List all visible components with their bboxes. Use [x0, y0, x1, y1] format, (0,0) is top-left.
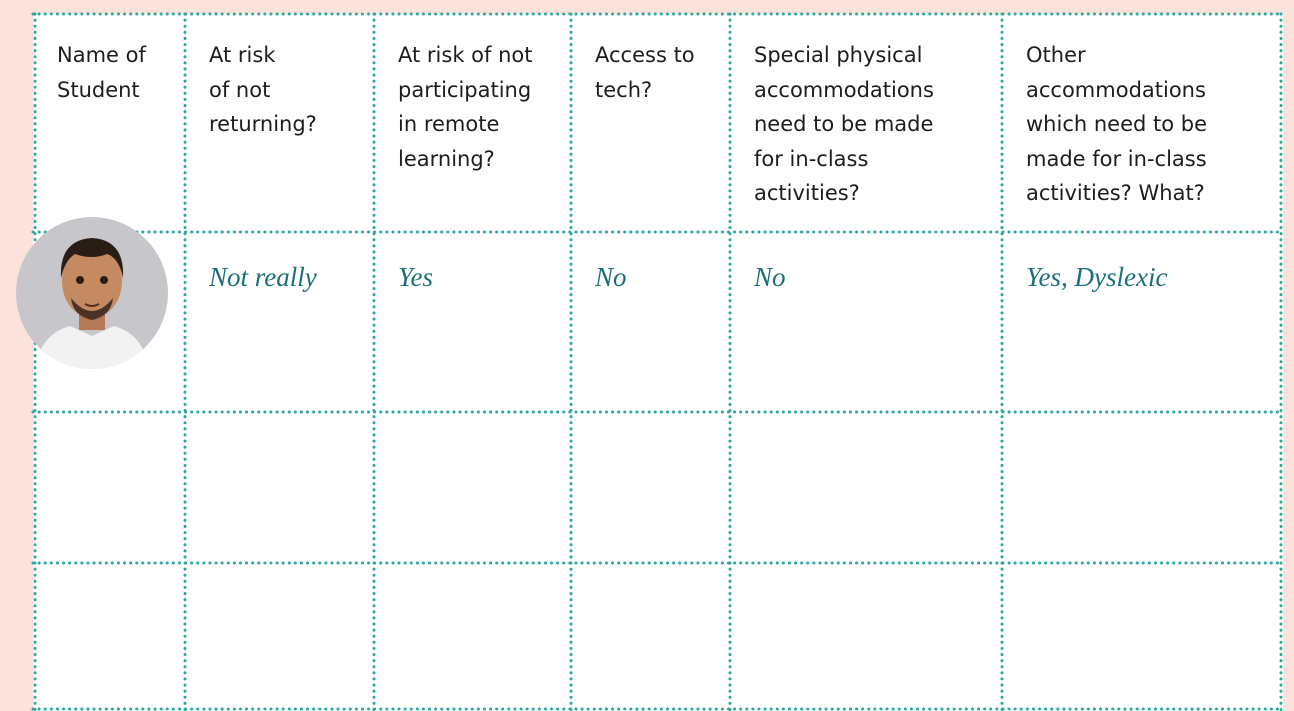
- header-line: Special physical: [754, 43, 923, 67]
- header-line: of not: [209, 77, 271, 102]
- student-avatar: [16, 217, 168, 369]
- header-line: activities?: [754, 181, 860, 205]
- header-line: Name of: [57, 43, 146, 67]
- header-line: At risk of not: [398, 43, 533, 67]
- header-line: accommodations: [1026, 77, 1206, 102]
- header-line: Other: [1026, 43, 1086, 67]
- header-line: participating: [398, 77, 532, 102]
- header-line: Access to: [595, 43, 695, 67]
- header-line: tech?: [595, 77, 653, 102]
- column-header: Special physical accommodations need to be…: [754, 38, 934, 211]
- column-header: Other accommodations which need to be made …: [1026, 38, 1207, 211]
- column-header: Access to tech?: [595, 38, 695, 107]
- cell-text: Yes, Dyslexic: [1026, 262, 1168, 292]
- header-line: accommodations: [754, 77, 934, 102]
- column-header: At risk of not returning?: [209, 38, 317, 142]
- cell-text: No: [595, 262, 627, 292]
- header-line: need to be made: [754, 112, 934, 136]
- table-sheet: [33, 14, 1283, 711]
- header-line: made for in-class: [1026, 146, 1207, 171]
- column-header: Name of Student: [57, 38, 146, 107]
- cell-text: No: [754, 262, 786, 292]
- header-line: which need to be: [1026, 112, 1208, 136]
- header-line: learning?: [398, 146, 495, 171]
- header-line: in remote: [398, 112, 500, 136]
- header-line: activities? What?: [1026, 181, 1205, 205]
- header-line: for in-class: [754, 146, 869, 171]
- cell-text: Not really: [209, 262, 317, 292]
- header-line: Student: [57, 77, 140, 102]
- header-line: returning?: [209, 112, 317, 136]
- column-header: At risk of not participating in remote lear…: [398, 38, 532, 176]
- cell-text: Yes: [398, 262, 434, 292]
- header-line: At risk: [209, 43, 276, 67]
